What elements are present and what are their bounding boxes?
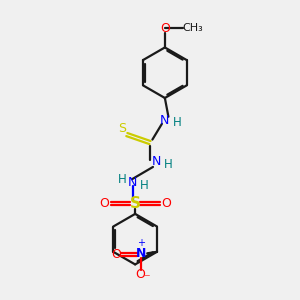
Text: N: N [152,155,161,168]
Text: S: S [118,122,126,135]
Text: O: O [136,268,146,281]
Text: H: H [117,173,126,186]
Text: S: S [130,196,141,211]
Text: O: O [161,197,171,210]
Text: CH₃: CH₃ [183,23,203,33]
Text: O: O [111,248,121,261]
Text: H: H [173,116,182,129]
Text: ⁻: ⁻ [143,273,149,286]
Text: O: O [160,22,170,34]
Text: N: N [136,247,146,260]
Text: +: + [137,238,145,248]
Text: O: O [99,197,109,210]
Text: N: N [128,176,137,189]
Text: N: N [160,114,170,127]
Text: H: H [140,178,148,192]
Text: H: H [164,158,173,171]
